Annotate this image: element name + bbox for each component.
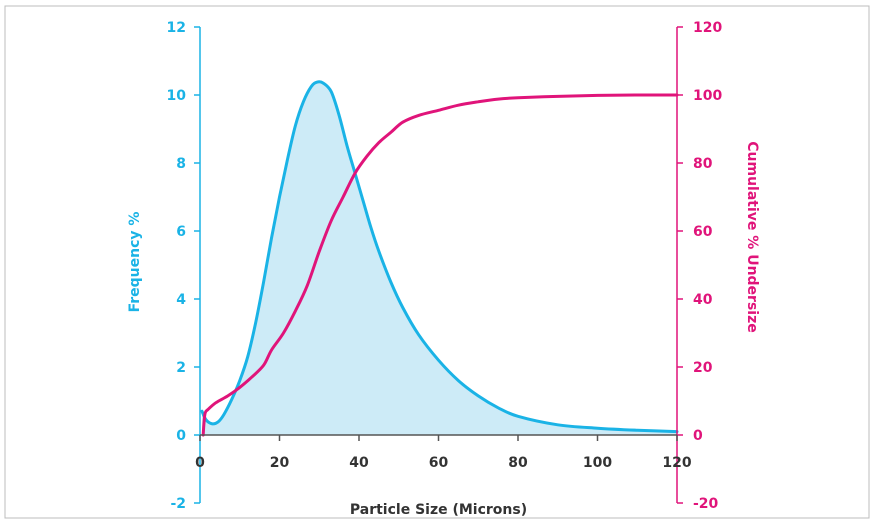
y-left-tick-label: 8 — [176, 156, 186, 172]
x-axis-title: Particle Size (Microns) — [350, 502, 527, 518]
x-tick-label: 80 — [508, 455, 528, 471]
y-right-tick-label: -20 — [693, 496, 719, 512]
y-right-tick-label: 60 — [693, 224, 713, 240]
y-left-tick-label: 0 — [176, 428, 186, 444]
x-tick-label: 20 — [270, 455, 290, 471]
y-left-tick-label: 2 — [176, 360, 186, 376]
y-left-tick-label: 10 — [167, 88, 187, 104]
y-left-tick-label: -2 — [170, 496, 186, 512]
plot-area — [200, 80, 679, 437]
x-tick-label: 60 — [429, 455, 449, 471]
x-tick-label: 40 — [349, 455, 369, 471]
y-axis-left-title: Frequency % — [127, 212, 143, 313]
y-right-tick-label: 0 — [693, 428, 703, 444]
frequency-curve — [200, 80, 679, 434]
frequency-area-fill — [201, 81, 678, 436]
y-right-tick-label: 100 — [693, 88, 722, 104]
y-right-tick-label: 20 — [693, 360, 713, 376]
y-right-tick-label: 120 — [693, 20, 722, 36]
y-axis-right-title: Cumulative % Undersize — [744, 141, 760, 332]
y-left-tick-label: 6 — [176, 224, 186, 240]
y-left-tick-label: 12 — [167, 20, 186, 36]
x-tick-label: 120 — [662, 455, 691, 471]
y-left-tick-label: 4 — [176, 292, 186, 308]
y-right-tick-label: 40 — [693, 292, 713, 308]
y-right-tick-label: 80 — [693, 156, 713, 172]
x-tick-label: 100 — [583, 455, 612, 471]
cumulative-curve — [201, 93, 679, 437]
x-tick-label: 0 — [195, 455, 205, 471]
